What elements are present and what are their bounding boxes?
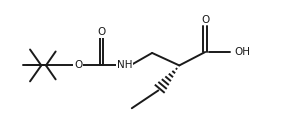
Text: O: O [74, 60, 82, 70]
Text: O: O [97, 27, 105, 37]
Text: OH: OH [234, 47, 250, 57]
Text: NH: NH [117, 60, 132, 70]
Text: O: O [201, 15, 209, 25]
